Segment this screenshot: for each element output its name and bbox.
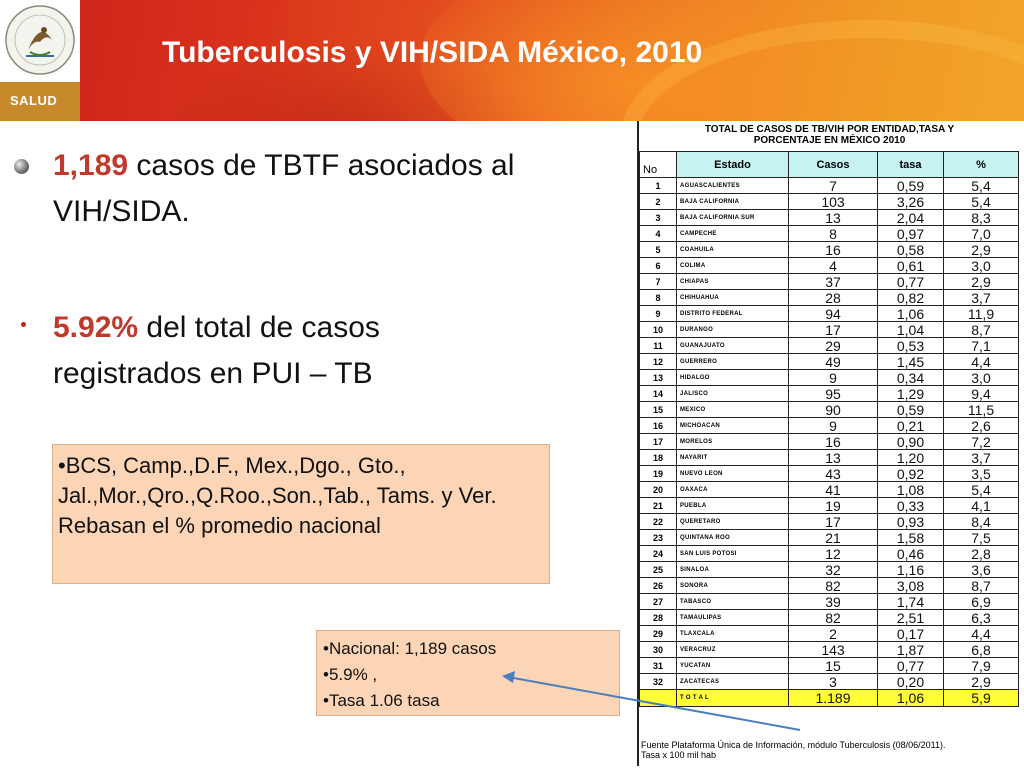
salud-bar <box>0 82 80 121</box>
table-row: 31 YUCATAN 15 0,77 7,9 <box>639 657 1019 674</box>
cell-percent: 3,7 <box>943 289 1019 306</box>
national-note-line: •Tasa 1.06 tasa <box>323 691 440 710</box>
table-row: 17 MORELOS 16 0,90 7,2 <box>639 433 1019 450</box>
table-row: 11 GUANAJUATO 29 0,53 7,1 <box>639 337 1019 354</box>
source-line: Tasa x 100 mil hab <box>641 750 717 760</box>
cell-rate: 0,61 <box>877 257 944 274</box>
bullet-cases: 1,189 casos de TBTF asociados al VIH/SID… <box>53 143 533 235</box>
cell-rate: 0,17 <box>877 625 944 642</box>
bullet-percent-text: del total de casos registrados en PUI – … <box>53 311 380 390</box>
bullet-percent-number: 5.92% <box>53 311 139 344</box>
col-header-estado: Estado <box>676 151 789 178</box>
col-header-casos: Casos <box>788 151 878 178</box>
col-header-tasa: tasa <box>877 151 944 178</box>
cell-rate: 0,92 <box>877 465 944 482</box>
cell-rate: 0,77 <box>877 657 944 674</box>
bullet-cases-number: 1,189 <box>53 149 129 182</box>
cases-table: No Estado Casos tasa % 1 AGUASCALIENTES 7 0… <box>639 151 1019 707</box>
cell-rate: 0,97 <box>877 225 944 242</box>
table-row: 32 ZACATECAS 3 0,20 2,9 <box>639 673 1019 690</box>
cell-percent: 4,4 <box>943 353 1019 370</box>
total-cell-cases: 1.189 <box>788 689 878 707</box>
table-row: 14 JALISCO 95 1,29 9,4 <box>639 385 1019 402</box>
cell-rate: 0,34 <box>877 369 944 386</box>
table-row: 10 DURANGO 17 1,04 8,7 <box>639 321 1019 338</box>
cell-cases: 19 <box>788 497 878 514</box>
table-header-row: No Estado Casos tasa % <box>639 151 1019 178</box>
title-banner: Tuberculosis y VIH/SIDA México, 2010 <box>0 0 1024 121</box>
national-note: •Nacional: 1,189 casos •5.9% , •Tasa 1.0… <box>316 630 620 716</box>
cell-percent: 6,3 <box>943 609 1019 626</box>
total-cell-state: T O T A L <box>676 689 789 707</box>
table-row: 24 SAN LUIS POTOSI 12 0,46 2,8 <box>639 545 1019 562</box>
table-row: 6 COLIMA 4 0,61 3,0 <box>639 257 1019 274</box>
table-row: 18 NAYARIT 13 1,20 3,7 <box>639 449 1019 466</box>
table-row: 4 CAMPECHE 8 0,97 7,0 <box>639 225 1019 242</box>
cell-cases: 15 <box>788 657 878 674</box>
cell-percent: 8,7 <box>943 577 1019 594</box>
salud-label: SALUD <box>10 93 58 108</box>
table-row: 1 AGUASCALIENTES 7 0,59 5,4 <box>639 177 1019 194</box>
cell-percent: 7,2 <box>943 433 1019 450</box>
table-row: 25 SINALOA 32 1,16 3,6 <box>639 561 1019 578</box>
cases-table-panel: TOTAL DE CASOS DE TB/VIH POR ENTIDAD,TAS… <box>637 121 1020 766</box>
cell-rate: 0,53 <box>877 337 944 354</box>
total-cell-percent: 5,9 <box>943 689 1019 707</box>
cell-cases: 32 <box>788 561 878 578</box>
cell-rate: 0,82 <box>877 289 944 306</box>
salud-logo: SALUD <box>0 0 80 121</box>
national-note-line: •5.9% , <box>323 665 378 684</box>
table-row: 3 BAJA CALIFORNIA SUR 13 2,04 8,3 <box>639 209 1019 226</box>
table-source: Fuente Plataforma Única de Información, … <box>641 740 1018 760</box>
table-row: 7 CHIAPAS 37 0,77 2,9 <box>639 273 1019 290</box>
table-row: 30 VERACRUZ 143 1,87 6,8 <box>639 641 1019 658</box>
eagle-seal-icon <box>5 5 75 75</box>
cell-percent: 3,0 <box>943 257 1019 274</box>
table-row: 22 QUERETARO 17 0,93 8,4 <box>639 513 1019 530</box>
col-header-no: No <box>639 151 677 178</box>
table-row: 19 NUEVO LEON 43 0,92 3,5 <box>639 465 1019 482</box>
table-row: 8 CHIHUAHUA 28 0,82 3,7 <box>639 289 1019 306</box>
cell-percent: 2,9 <box>943 673 1019 690</box>
col-header-percent: % <box>943 151 1019 178</box>
table-row: 23 QUINTANA ROO 21 1,58 7,5 <box>639 529 1019 546</box>
table-row: 29 TLAXCALA 2 0,17 4,4 <box>639 625 1019 642</box>
bullet-cases-text: casos de TBTF asociados al VIH/SIDA. <box>53 149 515 228</box>
cell-rate: 0,59 <box>877 401 944 418</box>
cell-percent: 3,6 <box>943 561 1019 578</box>
states-note: •BCS, Camp.,D.F., Mex.,Dgo., Gto., Jal.,… <box>52 444 550 584</box>
total-cell-rate: 1,06 <box>877 689 944 707</box>
table-row: 21 PUEBLA 19 0,33 4,1 <box>639 497 1019 514</box>
cell-rate: 0,20 <box>877 673 944 690</box>
table-title-line: TOTAL DE CASOS DE TB/VIH POR ENTIDAD,TAS… <box>704 124 955 135</box>
cell-percent: 2,9 <box>943 241 1019 258</box>
cell-cases: 82 <box>788 609 878 626</box>
cell-percent: 2,8 <box>943 545 1019 562</box>
cell-cases: 29 <box>788 337 878 354</box>
national-note-line: •Nacional: 1,189 casos <box>323 639 497 658</box>
cell-rate: 1,29 <box>877 385 944 402</box>
cell-percent: 11,9 <box>943 305 1019 322</box>
table-total-row: T O T A L 1.189 1,06 5,9 <box>639 689 1019 707</box>
table-row: 26 SONORA 82 3,08 8,7 <box>639 577 1019 594</box>
table-row: 27 TABASCO 39 1,74 6,9 <box>639 593 1019 610</box>
dot-bullet-icon <box>21 322 26 327</box>
cell-percent: 8,3 <box>943 209 1019 226</box>
slide-title: Tuberculosis y VIH/SIDA México, 2010 <box>162 36 703 69</box>
table-title: TOTAL DE CASOS DE TB/VIH POR ENTIDAD,TAS… <box>639 124 1020 146</box>
cell-cases: 37 <box>788 273 878 290</box>
source-line: Fuente Plataforma Única de Información, … <box>641 740 946 750</box>
sphere-bullet-icon <box>14 159 29 174</box>
table-row: 5 COAHUILA 16 0,58 2,9 <box>639 241 1019 258</box>
bullet-percent: 5.92% del total de casos registrados en … <box>53 305 533 397</box>
cell-percent: 3,0 <box>943 369 1019 386</box>
cell-rate: 1,04 <box>877 321 944 338</box>
cell-percent: 7,1 <box>943 337 1019 354</box>
cell-rate: 0,90 <box>877 433 944 450</box>
table-title-line: PORCENTAJE EN MÉXICO 2010 <box>753 135 906 146</box>
table-row: 28 TAMAULIPAS 82 2,51 6,3 <box>639 609 1019 626</box>
